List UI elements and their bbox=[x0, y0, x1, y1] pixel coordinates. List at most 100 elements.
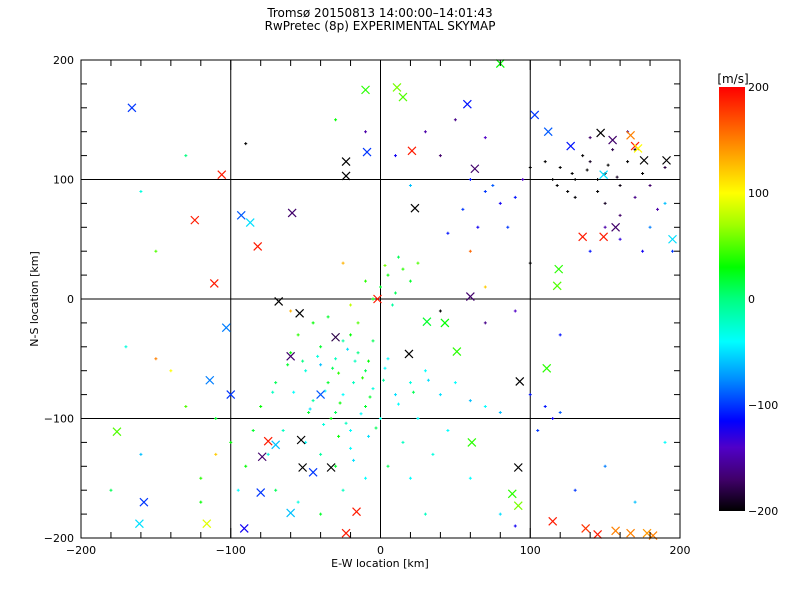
dot-marker bbox=[319, 452, 323, 456]
dot-marker bbox=[338, 401, 342, 405]
dot-marker bbox=[356, 351, 360, 355]
dot-marker bbox=[618, 183, 622, 187]
dot-marker bbox=[423, 369, 427, 373]
dot-marker bbox=[558, 411, 562, 415]
y-tick-label: 0 bbox=[67, 293, 74, 306]
dot-marker bbox=[656, 207, 660, 211]
dot-marker bbox=[334, 118, 338, 122]
dot-marker bbox=[446, 231, 450, 235]
dot-marker bbox=[453, 381, 457, 385]
dot-marker bbox=[536, 428, 540, 432]
dot-marker bbox=[648, 183, 652, 187]
x-tick-labels: −200 −100 0 100 200 bbox=[66, 544, 691, 557]
cross-marker bbox=[341, 171, 351, 181]
dot-marker bbox=[641, 249, 645, 253]
dot-marker bbox=[606, 163, 610, 167]
dot-marker bbox=[558, 166, 562, 170]
cross-marker bbox=[467, 437, 477, 447]
dot-marker bbox=[359, 412, 363, 416]
colorbar-tick-label: −100 bbox=[748, 399, 778, 412]
cross-marker bbox=[257, 452, 267, 462]
cross-marker bbox=[404, 349, 414, 359]
cross-marker bbox=[295, 308, 305, 318]
y-tick-label: −200 bbox=[44, 532, 74, 545]
dot-marker bbox=[513, 195, 517, 199]
dot-marker bbox=[408, 381, 412, 385]
dot-marker bbox=[615, 175, 619, 179]
cross-marker bbox=[112, 427, 122, 437]
dot-marker bbox=[641, 172, 645, 176]
dot-marker bbox=[498, 201, 502, 205]
cross-marker bbox=[452, 347, 462, 357]
dot-marker bbox=[356, 321, 360, 325]
dot-marker bbox=[573, 178, 577, 181]
dot-marker bbox=[286, 363, 290, 367]
dot-marker bbox=[663, 440, 667, 444]
dot-marker bbox=[374, 426, 378, 430]
dot-marker bbox=[551, 178, 555, 181]
dot-marker bbox=[352, 458, 356, 462]
dot-marker bbox=[408, 279, 412, 283]
dot-marker bbox=[368, 395, 372, 399]
dot-marker bbox=[603, 464, 607, 468]
cross-marker bbox=[470, 164, 480, 174]
dot-marker bbox=[446, 428, 450, 432]
dot-marker bbox=[364, 476, 368, 480]
dot-marker bbox=[371, 339, 375, 343]
dot-marker bbox=[379, 285, 382, 289]
dot-marker bbox=[476, 225, 480, 229]
dot-marker bbox=[618, 237, 622, 241]
cross-marker bbox=[352, 507, 361, 517]
dot-marker bbox=[371, 387, 375, 391]
dot-marker bbox=[596, 189, 600, 193]
dot-marker bbox=[289, 351, 293, 355]
cross-marker bbox=[543, 127, 553, 137]
dot-marker bbox=[396, 402, 400, 406]
cross-marker bbox=[608, 135, 618, 145]
cross-marker bbox=[239, 524, 249, 533]
x-tick-label: 0 bbox=[377, 544, 384, 557]
cross-marker bbox=[286, 508, 296, 518]
cross-marker bbox=[362, 147, 372, 157]
dot-marker bbox=[423, 130, 427, 134]
colorbar-tick-labels: 200 100 0 −100 −200 bbox=[748, 81, 778, 518]
colorbar-tick-label: 200 bbox=[748, 81, 769, 94]
dot-marker bbox=[199, 476, 203, 480]
cross-marker bbox=[513, 463, 523, 472]
dot-marker bbox=[364, 130, 368, 134]
cross-marker bbox=[326, 463, 336, 472]
dot-marker bbox=[334, 464, 338, 468]
dot-marker bbox=[381, 378, 385, 382]
dot-marker bbox=[401, 440, 405, 444]
cross-marker bbox=[271, 440, 281, 450]
cross-marker bbox=[253, 241, 263, 251]
dot-marker bbox=[498, 512, 502, 516]
dot-marker bbox=[308, 407, 312, 411]
dot-marker bbox=[337, 434, 341, 438]
cross-marker bbox=[530, 110, 540, 120]
dot-marker bbox=[468, 249, 472, 253]
dot-marker bbox=[199, 500, 203, 504]
dot-marker bbox=[367, 434, 371, 438]
colorbar bbox=[719, 87, 745, 511]
cross-marker bbox=[462, 99, 472, 109]
dot-marker bbox=[271, 390, 275, 394]
cross-marker bbox=[465, 292, 475, 302]
dot-marker bbox=[588, 136, 592, 140]
dot-marker bbox=[319, 512, 323, 516]
dot-marker bbox=[468, 399, 472, 403]
dot-marker bbox=[322, 422, 326, 426]
dot-marker bbox=[154, 357, 158, 361]
dot-marker bbox=[214, 452, 218, 456]
cross-marker bbox=[127, 103, 137, 113]
cross-marker bbox=[596, 128, 606, 138]
dot-marker bbox=[596, 178, 600, 181]
dot-marker bbox=[543, 405, 547, 409]
cross-marker bbox=[633, 144, 643, 153]
cross-marker bbox=[548, 516, 558, 526]
dot-marker bbox=[555, 183, 559, 187]
dot-marker bbox=[301, 359, 305, 363]
y-tick-label: 100 bbox=[53, 174, 74, 187]
dot-marker bbox=[341, 393, 345, 397]
